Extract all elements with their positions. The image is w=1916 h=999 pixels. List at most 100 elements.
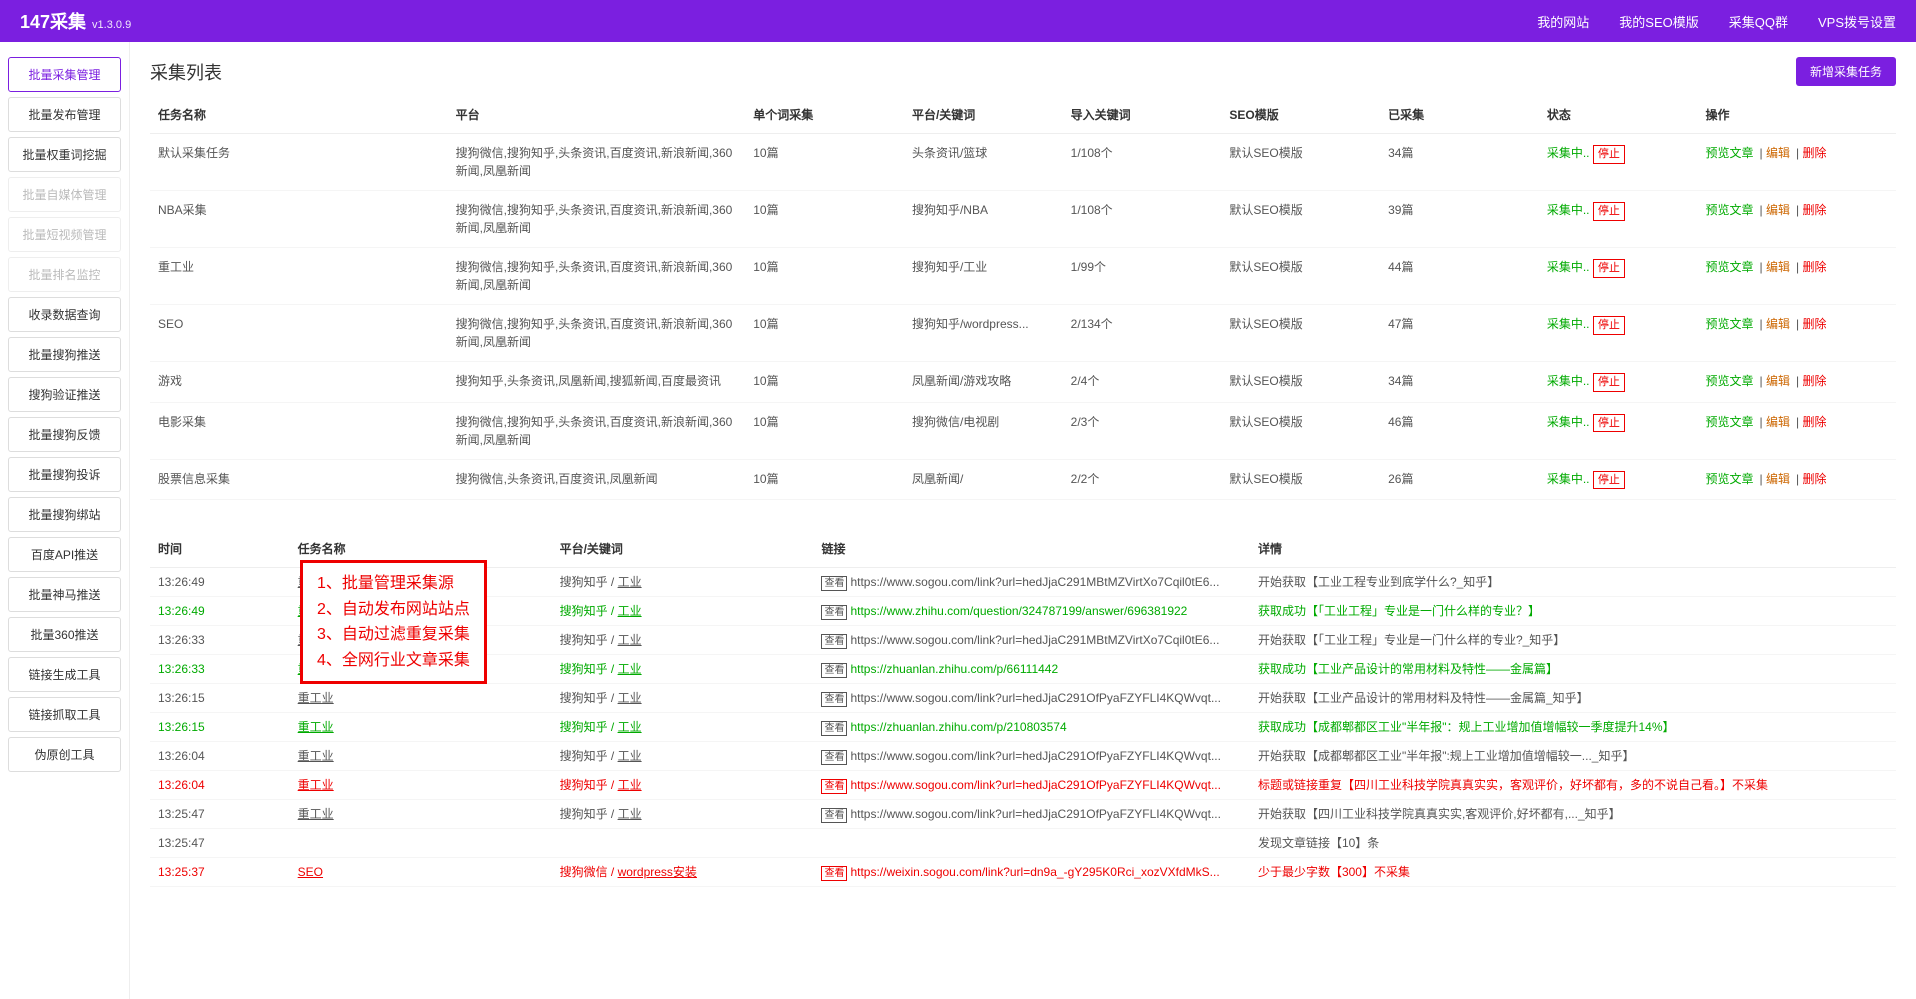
view-tag[interactable]: 查看 [821, 808, 847, 823]
log-detail: 开始获取【工业产品设计的常用材料及特性——金属篇_知乎】 [1250, 684, 1896, 713]
view-tag[interactable]: 查看 [821, 605, 847, 620]
delete-link[interactable]: 删除 [1802, 203, 1826, 217]
log-keyword: 搜狗知乎 / 工业 [552, 800, 814, 829]
keyword-link[interactable]: 工业 [618, 749, 642, 763]
sidebar-item[interactable]: 批量神马推送 [8, 577, 121, 612]
delete-link[interactable]: 删除 [1802, 317, 1826, 331]
sidebar-item[interactable]: 搜狗验证推送 [8, 377, 121, 412]
view-tag[interactable]: 查看 [821, 721, 847, 736]
action-cell: 预览文章| 编辑| 删除 [1698, 305, 1896, 362]
delete-link[interactable]: 删除 [1802, 146, 1826, 160]
url-link[interactable]: https://weixin.sogou.com/link?url=dn9a_-… [850, 865, 1219, 879]
stop-button[interactable]: 停止 [1593, 471, 1625, 490]
keyword-link[interactable]: 工业 [618, 778, 642, 792]
status-cell: 采集中.. 停止 [1539, 362, 1698, 403]
task-row: 游戏搜狗知乎,头条资讯,凤凰新闻,搜狐新闻,百度最资讯10篇凤凰新闻/游戏攻略2… [150, 362, 1896, 403]
sidebar-item[interactable]: 批量采集管理 [8, 57, 121, 92]
keyword-link[interactable]: 工业 [618, 720, 642, 734]
sidebar-item[interactable]: 批量搜狗投诉 [8, 457, 121, 492]
preview-link[interactable]: 预览文章 [1706, 317, 1754, 331]
delete-link[interactable]: 删除 [1802, 472, 1826, 486]
stop-button[interactable]: 停止 [1593, 145, 1625, 164]
sidebar-item[interactable]: 批量权重词挖掘 [8, 137, 121, 172]
task-link[interactable]: 重工业 [298, 720, 334, 734]
view-tag[interactable]: 查看 [821, 634, 847, 649]
view-tag[interactable]: 查看 [821, 866, 847, 881]
url-link[interactable]: https://www.sogou.com/link?url=hedJjaC29… [850, 691, 1221, 705]
sidebar-item[interactable]: 批量搜狗推送 [8, 337, 121, 372]
keyword-link[interactable]: wordpress安装 [618, 865, 697, 879]
edit-link[interactable]: 编辑 [1766, 260, 1790, 274]
task-link[interactable]: SEO [298, 865, 323, 879]
sidebar-item[interactable]: 伪原创工具 [8, 737, 121, 772]
status-cell: 采集中.. 停止 [1539, 459, 1698, 500]
url-link[interactable]: https://www.sogou.com/link?url=hedJjaC29… [850, 778, 1221, 792]
log-task: SEO [290, 858, 552, 887]
preview-link[interactable]: 预览文章 [1706, 472, 1754, 486]
view-tag[interactable]: 查看 [821, 576, 847, 591]
delete-link[interactable]: 删除 [1802, 260, 1826, 274]
keyword-link[interactable]: 工业 [618, 691, 642, 705]
sidebar-item[interactable]: 批量发布管理 [8, 97, 121, 132]
column-header: 已采集 [1380, 96, 1539, 134]
sidebar-item[interactable]: 批量排名监控 [8, 257, 121, 292]
nav-link[interactable]: 我的SEO模版 [1619, 12, 1698, 31]
stop-button[interactable]: 停止 [1593, 316, 1625, 335]
log-time: 13:25:47 [150, 800, 290, 829]
url-link[interactable]: https://www.sogou.com/link?url=hedJjaC29… [850, 807, 1221, 821]
edit-link[interactable]: 编辑 [1766, 317, 1790, 331]
stop-button[interactable]: 停止 [1593, 202, 1625, 221]
url-link[interactable]: https://www.sogou.com/link?url=hedJjaC29… [850, 575, 1219, 589]
keyword-link[interactable]: 工业 [618, 807, 642, 821]
keyword-link[interactable]: 工业 [618, 604, 642, 618]
view-tag[interactable]: 查看 [821, 779, 847, 794]
sidebar-item[interactable]: 批量搜狗绑站 [8, 497, 121, 532]
stop-button[interactable]: 停止 [1593, 373, 1625, 392]
task-link[interactable]: 重工业 [298, 749, 334, 763]
sidebar-item[interactable]: 收录数据查询 [8, 297, 121, 332]
stop-button[interactable]: 停止 [1593, 414, 1625, 433]
url-link[interactable]: https://zhuanlan.zhihu.com/p/210803574 [850, 720, 1066, 734]
sidebar-item[interactable]: 链接抓取工具 [8, 697, 121, 732]
edit-link[interactable]: 编辑 [1766, 203, 1790, 217]
keyword-link[interactable]: 工业 [618, 662, 642, 676]
edit-link[interactable]: 编辑 [1766, 472, 1790, 486]
url-link[interactable]: https://www.sogou.com/link?url=hedJjaC29… [850, 633, 1219, 647]
sidebar-item[interactable]: 批量自媒体管理 [8, 177, 121, 212]
stop-button[interactable]: 停止 [1593, 259, 1625, 278]
task-link[interactable]: 重工业 [298, 691, 334, 705]
sidebar-item[interactable]: 批量短视频管理 [8, 217, 121, 252]
preview-link[interactable]: 预览文章 [1706, 146, 1754, 160]
url-link[interactable]: https://www.zhihu.com/question/324787199… [850, 604, 1187, 618]
sidebar-item[interactable]: 百度API推送 [8, 537, 121, 572]
preview-link[interactable]: 预览文章 [1706, 415, 1754, 429]
view-tag[interactable]: 查看 [821, 692, 847, 707]
preview-link[interactable]: 预览文章 [1706, 203, 1754, 217]
delete-link[interactable]: 删除 [1802, 415, 1826, 429]
log-detail: 开始获取【成都郫都区工业"半年报":规上工业增加值增幅较一..._知乎】 [1250, 742, 1896, 771]
status-running: 采集中.. [1547, 415, 1590, 429]
add-task-button[interactable]: 新增采集任务 [1796, 57, 1896, 86]
task-row: 重工业搜狗微信,搜狗知乎,头条资讯,百度资讯,新浪新闻,360新闻,凤凰新闻10… [150, 248, 1896, 305]
preview-link[interactable]: 预览文章 [1706, 260, 1754, 274]
edit-link[interactable]: 编辑 [1766, 374, 1790, 388]
keyword-link[interactable]: 工业 [618, 633, 642, 647]
edit-link[interactable]: 编辑 [1766, 146, 1790, 160]
url-link[interactable]: https://www.sogou.com/link?url=hedJjaC29… [850, 749, 1221, 763]
delete-link[interactable]: 删除 [1802, 374, 1826, 388]
nav-link[interactable]: VPS拨号设置 [1818, 12, 1896, 31]
preview-link[interactable]: 预览文章 [1706, 374, 1754, 388]
sidebar-item[interactable]: 批量360推送 [8, 617, 121, 652]
task-row: 电影采集搜狗微信,搜狗知乎,头条资讯,百度资讯,新浪新闻,360新闻,凤凰新闻1… [150, 402, 1896, 459]
sidebar-item[interactable]: 批量搜狗反馈 [8, 417, 121, 452]
edit-link[interactable]: 编辑 [1766, 415, 1790, 429]
view-tag[interactable]: 查看 [821, 750, 847, 765]
task-link[interactable]: 重工业 [298, 778, 334, 792]
nav-link[interactable]: 采集QQ群 [1729, 12, 1788, 31]
sidebar-item[interactable]: 链接生成工具 [8, 657, 121, 692]
url-link[interactable]: https://zhuanlan.zhihu.com/p/66111442 [850, 662, 1058, 676]
task-link[interactable]: 重工业 [298, 807, 334, 821]
keyword-link[interactable]: 工业 [618, 575, 642, 589]
view-tag[interactable]: 查看 [821, 663, 847, 678]
nav-link[interactable]: 我的网站 [1537, 12, 1589, 31]
